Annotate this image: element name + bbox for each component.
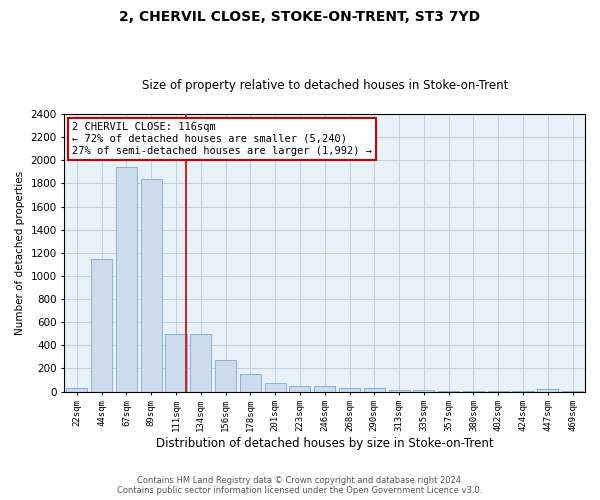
Bar bbox=[116, 167, 137, 392]
Bar bbox=[537, 389, 559, 392]
Bar bbox=[265, 384, 286, 392]
Bar bbox=[339, 388, 360, 392]
Bar bbox=[240, 374, 261, 392]
Bar bbox=[215, 360, 236, 392]
Bar bbox=[413, 390, 434, 392]
Text: 2, CHERVIL CLOSE, STOKE-ON-TRENT, ST3 7YD: 2, CHERVIL CLOSE, STOKE-ON-TRENT, ST3 7Y… bbox=[119, 10, 481, 24]
Bar bbox=[289, 386, 310, 392]
Title: Size of property relative to detached houses in Stoke-on-Trent: Size of property relative to detached ho… bbox=[142, 79, 508, 92]
X-axis label: Distribution of detached houses by size in Stoke-on-Trent: Distribution of detached houses by size … bbox=[156, 437, 494, 450]
Bar bbox=[91, 258, 112, 392]
Bar bbox=[364, 388, 385, 392]
Bar bbox=[140, 179, 162, 392]
Text: 2 CHERVIL CLOSE: 116sqm
← 72% of detached houses are smaller (5,240)
27% of semi: 2 CHERVIL CLOSE: 116sqm ← 72% of detache… bbox=[72, 122, 372, 156]
Bar bbox=[67, 388, 88, 392]
Bar bbox=[314, 386, 335, 392]
Bar bbox=[190, 334, 211, 392]
Bar bbox=[438, 390, 459, 392]
Bar bbox=[166, 334, 187, 392]
Y-axis label: Number of detached properties: Number of detached properties bbox=[15, 170, 25, 335]
Bar bbox=[463, 391, 484, 392]
Bar bbox=[389, 390, 410, 392]
Text: Contains HM Land Registry data © Crown copyright and database right 2024.
Contai: Contains HM Land Registry data © Crown c… bbox=[118, 476, 482, 495]
